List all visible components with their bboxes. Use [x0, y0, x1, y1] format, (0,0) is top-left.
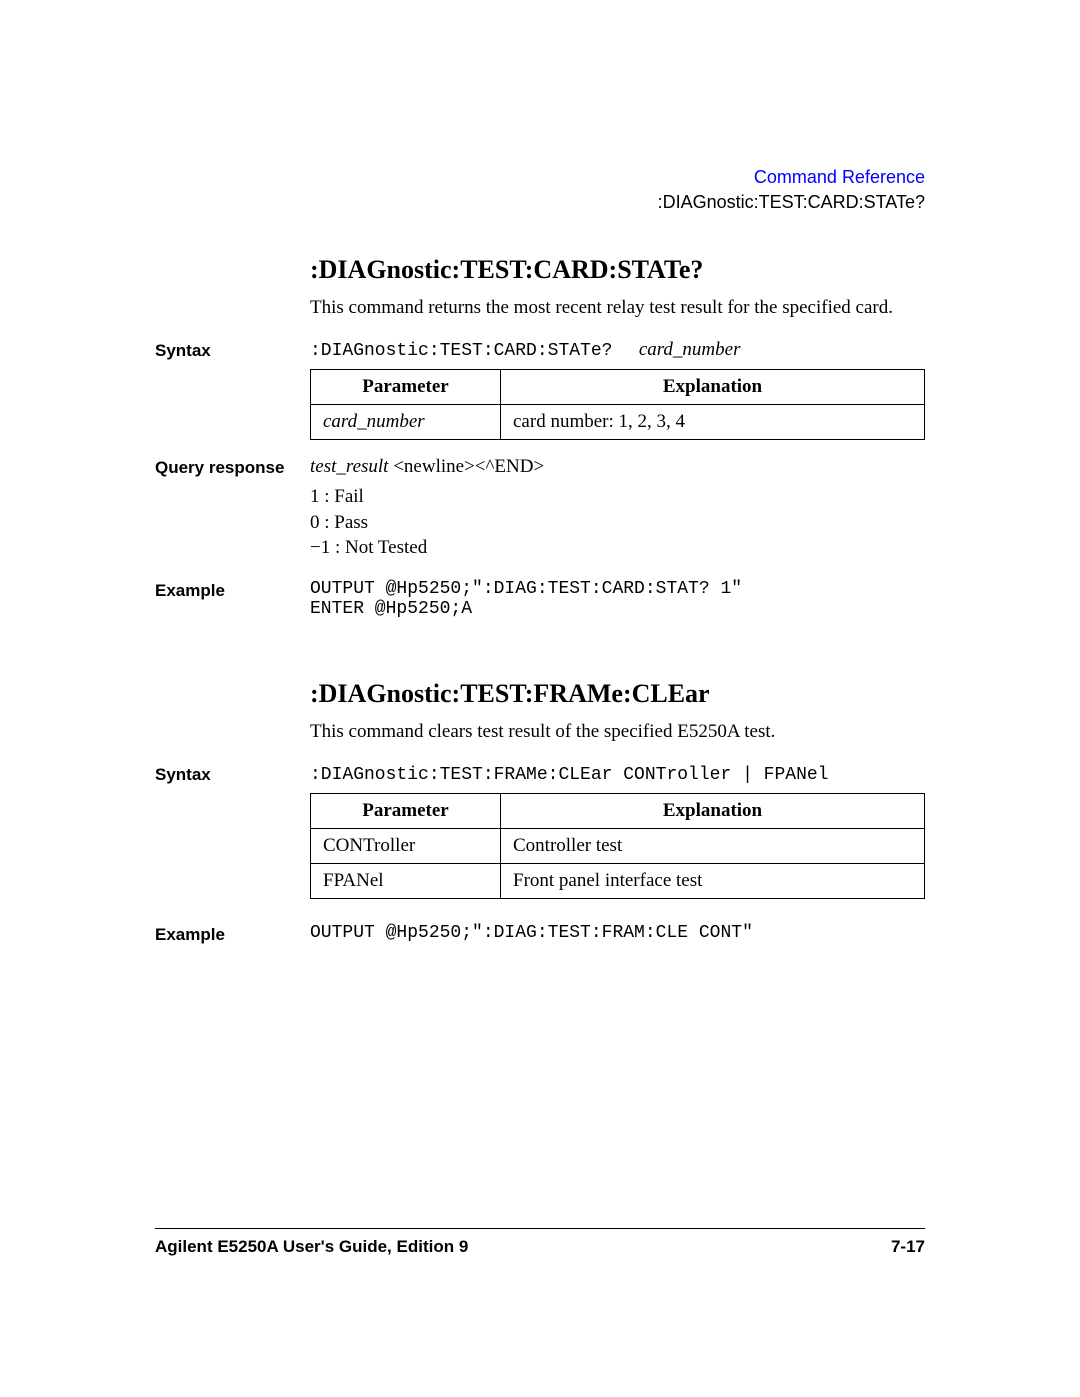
expl-cell: Front panel interface test: [501, 863, 925, 898]
syntax-label: Syntax: [155, 763, 310, 905]
table-header-row: Parameter Explanation: [311, 793, 925, 828]
table-row: FPANel Front panel interface test: [311, 863, 925, 898]
param-cell: CONTroller: [311, 828, 501, 863]
section1-title: :DIAGnostic:TEST:CARD:STATe?: [310, 255, 925, 285]
section2-title: :DIAGnostic:TEST:FRAMe:CLEar: [310, 679, 925, 709]
query-line: 1 : Fail: [310, 484, 925, 510]
param-cell: card_number: [311, 405, 501, 440]
header-command: :DIAGnostic:TEST:CARD:STATe?: [155, 190, 925, 215]
section1-parameter-table: Parameter Explanation card_number card n…: [310, 369, 925, 440]
col-explanation: Explanation: [501, 370, 925, 405]
query-line: −1 : Not Tested: [310, 535, 925, 561]
syntax-argument: card_number: [639, 339, 741, 360]
example-code: OUTPUT @Hp5250;":DIAG:TEST:CARD:STAT? 1"…: [310, 579, 925, 619]
section2-description: This command clears test result of the s…: [310, 719, 925, 745]
col-parameter: Parameter: [311, 793, 501, 828]
table-row: CONTroller Controller test: [311, 828, 925, 863]
query-result-tail: <newline><^END>: [388, 456, 544, 477]
example-code: OUTPUT @Hp5250;":DIAG:TEST:FRAM:CLE CONT…: [310, 923, 925, 945]
syntax-command: :DIAGnostic:TEST:CARD:STATe?: [310, 341, 612, 361]
query-response-lines: 1 : Fail 0 : Pass −1 : Not Tested: [310, 484, 925, 561]
expl-cell: Controller test: [501, 828, 925, 863]
query-line: 0 : Pass: [310, 510, 925, 536]
header-link[interactable]: Command Reference: [155, 165, 925, 190]
page-header: Command Reference :DIAGnostic:TEST:CARD:…: [155, 165, 925, 215]
footer-page-number: 7-17: [891, 1237, 925, 1257]
syntax-command: :DIAGnostic:TEST:FRAMe:CLEar CONTroller …: [310, 765, 828, 785]
footer-title: Agilent E5250A User's Guide, Edition 9: [155, 1237, 468, 1257]
syntax-label: Syntax: [155, 339, 310, 446]
example-label: Example: [155, 923, 310, 945]
param-cell: FPANel: [311, 863, 501, 898]
query-response-label: Query response: [155, 456, 310, 561]
table-header-row: Parameter Explanation: [311, 370, 925, 405]
col-parameter: Parameter: [311, 370, 501, 405]
table-row: card_number card number: 1, 2, 3, 4: [311, 405, 925, 440]
section2-parameter-table: Parameter Explanation CONTroller Control…: [310, 793, 925, 899]
expl-cell: card number: 1, 2, 3, 4: [501, 405, 925, 440]
page-footer: Agilent E5250A User's Guide, Edition 9 7…: [155, 1228, 925, 1257]
example-label: Example: [155, 579, 310, 619]
col-explanation: Explanation: [501, 793, 925, 828]
query-result-var: test_result: [310, 456, 388, 477]
section1-description: This command returns the most recent rel…: [310, 295, 925, 321]
